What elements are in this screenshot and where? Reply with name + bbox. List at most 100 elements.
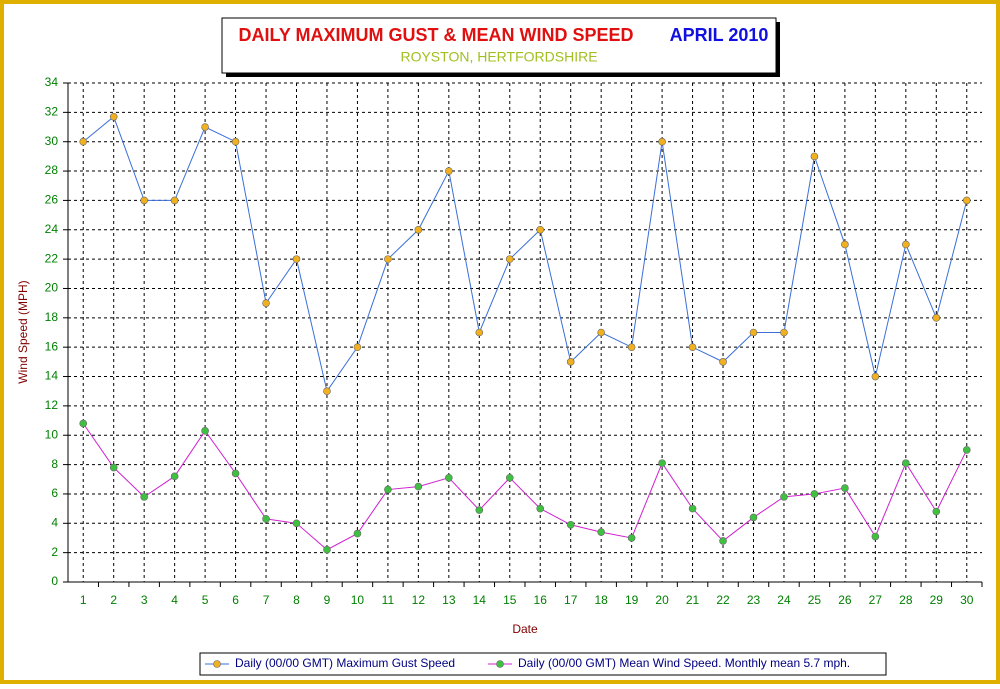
point [384, 485, 392, 494]
x-tick-label: 15 [503, 593, 517, 607]
chart-title: DAILY MAXIMUM GUST & MEAN WIND SPEED [238, 25, 633, 45]
point [719, 358, 727, 366]
point [780, 328, 788, 337]
y-tick-label: 18 [45, 310, 59, 324]
x-tick-label: 30 [960, 593, 974, 607]
point [445, 473, 453, 482]
point [688, 504, 697, 513]
x-tick-label: 13 [442, 593, 456, 607]
point [749, 328, 758, 337]
y-tick-label: 24 [45, 222, 59, 236]
chart-subtitle: ROYSTON, HERTFORDSHIRE [400, 49, 597, 65]
title-box [221, 17, 777, 74]
y-tick-label: 26 [45, 193, 59, 207]
point [79, 419, 88, 428]
point [353, 529, 362, 538]
point [780, 493, 788, 501]
y-tick-label: 28 [45, 163, 59, 177]
x-tick-label: 9 [324, 593, 331, 607]
legend-marker [213, 660, 221, 668]
point [201, 427, 209, 435]
point [688, 343, 697, 351]
y-tick-label: 2 [51, 545, 58, 559]
point [414, 225, 423, 234]
point [323, 545, 331, 554]
point [627, 343, 636, 351]
point [932, 314, 941, 322]
y-tick-label: 10 [45, 427, 59, 441]
point [536, 225, 545, 234]
x-tick-label: 2 [110, 593, 117, 607]
y-axis-label: Wind Speed (MPH) [16, 280, 30, 383]
point [231, 469, 240, 478]
x-tick-label: 21 [686, 593, 700, 607]
x-tick-label: 7 [263, 593, 270, 607]
point [292, 255, 301, 263]
point [871, 532, 880, 541]
x-tick-label: 29 [930, 593, 944, 607]
x-tick-label: 18 [594, 593, 608, 607]
point [170, 196, 179, 205]
point [658, 137, 666, 146]
legend [199, 652, 887, 676]
y-tick-label: 6 [51, 486, 58, 500]
point [384, 255, 392, 263]
point [597, 528, 605, 536]
y-tick-label: 4 [51, 515, 58, 529]
point [505, 255, 514, 263]
x-tick-label: 17 [564, 593, 578, 607]
x-tick-label: 16 [534, 593, 548, 607]
point [475, 506, 484, 514]
y-tick-label: 32 [45, 105, 59, 119]
y-tick-label: 14 [45, 369, 59, 383]
y-tick-label: 20 [45, 281, 59, 295]
point [536, 504, 545, 513]
y-tick-label: 12 [45, 398, 59, 412]
x-tick-label: 24 [777, 593, 791, 607]
point [475, 328, 484, 337]
point [810, 490, 819, 498]
point [231, 137, 240, 146]
x-tick-label: 8 [293, 593, 300, 607]
x-tick-label: 26 [838, 593, 852, 607]
point [140, 196, 148, 205]
x-tick-label: 28 [899, 593, 913, 607]
point [323, 387, 331, 396]
point [932, 507, 941, 516]
legend-label: Daily (00/00 GMT) Maximum Gust Speed [235, 656, 455, 670]
y-tick-label: 34 [45, 75, 59, 89]
x-tick-label: 25 [808, 593, 822, 607]
point [627, 534, 636, 542]
x-tick-label: 22 [716, 593, 730, 607]
point [902, 240, 910, 249]
point [871, 372, 880, 381]
y-tick-label: 30 [45, 134, 59, 148]
point [505, 473, 514, 482]
x-tick-label: 19 [625, 593, 639, 607]
point [79, 137, 88, 146]
point [810, 152, 819, 161]
point [414, 482, 423, 491]
x-tick-label: 1 [80, 593, 87, 607]
y-tick-label: 22 [45, 251, 59, 265]
point [597, 328, 605, 337]
point [841, 240, 849, 249]
point [353, 343, 362, 351]
point [170, 472, 179, 481]
x-tick-label: 4 [171, 593, 178, 607]
point [445, 167, 453, 175]
x-tick-label: 27 [869, 593, 883, 607]
series-line [82, 423, 968, 551]
plot-area [68, 83, 982, 582]
x-tick-label: 14 [473, 593, 487, 607]
x-tick-label: 11 [382, 593, 395, 607]
chart-title-period: APRIL 2010 [670, 25, 769, 45]
point [566, 358, 575, 366]
x-tick-label: 5 [202, 593, 209, 607]
point [566, 520, 575, 529]
x-tick-label: 20 [655, 593, 669, 607]
x-tick-label: 10 [351, 593, 365, 607]
y-tick-label: 8 [51, 457, 58, 471]
point [719, 537, 727, 545]
